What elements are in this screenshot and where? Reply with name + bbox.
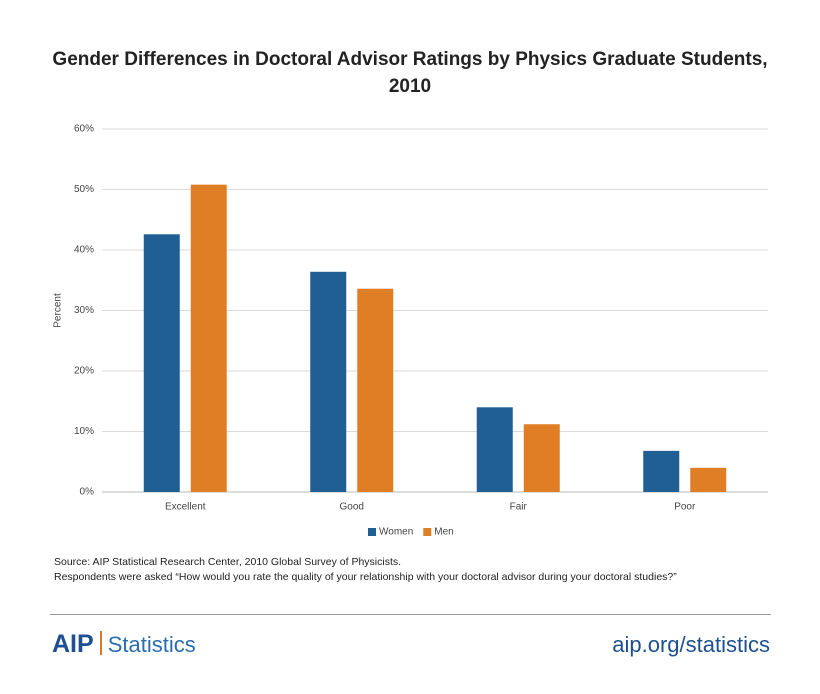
x-tick-label: Excellent — [165, 502, 206, 513]
bar — [690, 467, 727, 492]
source-note: Source: AIP Statistical Research Center,… — [54, 556, 402, 568]
y-tick-label: 0% — [80, 487, 95, 498]
divider — [50, 614, 771, 615]
y-tick-label: 50% — [74, 184, 94, 195]
legend-label: Men — [434, 527, 453, 538]
site-url: aip.org/statistics — [612, 632, 770, 657]
legend-swatch — [368, 528, 376, 536]
legend-swatch — [423, 528, 432, 536]
x-tick-label: Fair — [510, 502, 528, 513]
y-axis-label: Percent — [53, 293, 64, 328]
x-tick-label: Good — [340, 502, 364, 513]
y-tick-label: 20% — [74, 366, 94, 377]
logo-text: AIP — [52, 630, 94, 658]
chart-title: Gender Differences in Doctoral Advisor R… — [52, 49, 768, 97]
bar — [143, 234, 180, 492]
bar — [190, 184, 227, 492]
x-tick-label: Poor — [674, 502, 696, 513]
bar — [357, 288, 394, 492]
bar — [310, 271, 347, 492]
bar — [476, 407, 513, 492]
legend-label: Women — [379, 527, 413, 538]
logo-separator — [99, 631, 102, 655]
chart: 0% 10% 20% 30% 40% 50% 60% Percent Excellent Good… — [53, 124, 768, 538]
y-tick-label: 10% — [74, 426, 94, 437]
bar — [523, 424, 560, 492]
y-tick-label: 60% — [74, 124, 94, 135]
y-tick-label: 40% — [74, 245, 94, 256]
brand: Statistics — [107, 632, 196, 657]
bar — [643, 450, 680, 492]
logo: AIP Statistics — [52, 630, 196, 659]
question-note: Respondents were asked “How would you ra… — [54, 571, 677, 583]
y-tick-label: 30% — [74, 305, 94, 316]
